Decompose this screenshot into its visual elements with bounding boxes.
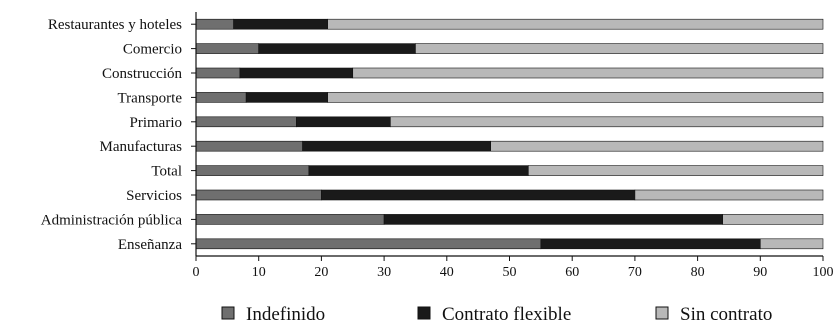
x-tick-label: 30 <box>377 265 391 280</box>
category-label: Construcción <box>102 66 182 82</box>
bar-segment-2-4 <box>245 92 328 103</box>
bars-group <box>195 18 824 250</box>
legend-label-2: Contrato flexible <box>442 304 571 325</box>
legend-label-3: Sin contrato <box>680 304 772 325</box>
legend: Indefinido Contrato flexible Sin contrato <box>221 304 772 325</box>
x-tick-label: 100 <box>813 265 834 280</box>
bar-segment-2-6 <box>302 140 491 152</box>
legend-swatch-1 <box>221 306 235 320</box>
bar-segment-3-5 <box>390 116 824 128</box>
bar-segment-2-8 <box>321 189 636 201</box>
x-tick-label: 40 <box>440 265 454 280</box>
bar-segment-1-5 <box>195 116 297 128</box>
bar-segment-3-6 <box>490 140 824 152</box>
x-tick-label: 70 <box>628 265 642 280</box>
category-label: Servicios <box>126 188 182 204</box>
bar-segment-2-5 <box>296 116 391 128</box>
bar-segment-1-4 <box>195 92 247 103</box>
bar-segment-3-9 <box>722 214 824 225</box>
bar-segment-2-3 <box>239 67 354 79</box>
bar-segment-3-1 <box>327 18 824 30</box>
x-tick-label: 80 <box>691 265 705 280</box>
bar-segment-3-2 <box>415 43 824 54</box>
bar-segment-2-9 <box>383 214 723 225</box>
bar-segment-3-8 <box>634 189 824 201</box>
category-label: Primario <box>130 115 183 131</box>
x-ticks-group: 0 10 20 30 40 50 60 70 80 90 100 <box>193 256 834 280</box>
bar-segment-1-9 <box>195 214 385 225</box>
bar-segment-2-7 <box>308 165 529 176</box>
x-tick-label: 60 <box>565 265 579 280</box>
bar-segment-2-1 <box>233 18 328 30</box>
x-tick-label: 50 <box>503 265 517 280</box>
bar-segment-1-2 <box>195 43 260 54</box>
bar-segment-3-4 <box>327 92 824 103</box>
legend-label-1: Indefinido <box>246 304 325 325</box>
category-labels: Restaurantes y hoteles Comercio Construcci… <box>41 17 183 253</box>
bar-segment-2-10 <box>540 238 761 250</box>
bar-segment-3-3 <box>352 67 824 79</box>
x-tick-label: 10 <box>252 265 266 280</box>
bar-segment-1-1 <box>195 18 234 30</box>
legend-swatch-3 <box>655 306 669 320</box>
category-label: Restaurantes y hoteles <box>48 17 182 33</box>
bar-segment-1-8 <box>195 189 322 201</box>
category-label: Total <box>151 164 182 180</box>
x-tick-label: 20 <box>314 265 328 280</box>
bar-segment-2-2 <box>258 43 416 54</box>
category-label: Enseñanza <box>118 237 182 253</box>
bar-segment-3-10 <box>759 238 824 250</box>
legend-swatch-2 <box>417 306 431 320</box>
bar-segment-1-10 <box>195 238 542 250</box>
x-tick-label: 90 <box>753 265 767 280</box>
x-tick-label: 0 <box>193 265 200 280</box>
bar-segment-1-7 <box>195 165 310 176</box>
bar-segment-1-6 <box>195 140 303 152</box>
category-label: Manufacturas <box>100 139 183 155</box>
category-label: Transporte <box>118 90 183 106</box>
category-label: Comercio <box>123 42 182 58</box>
bar-segment-3-7 <box>528 165 824 176</box>
category-label: Administración pública <box>41 212 183 228</box>
bar-segment-1-3 <box>195 67 241 79</box>
